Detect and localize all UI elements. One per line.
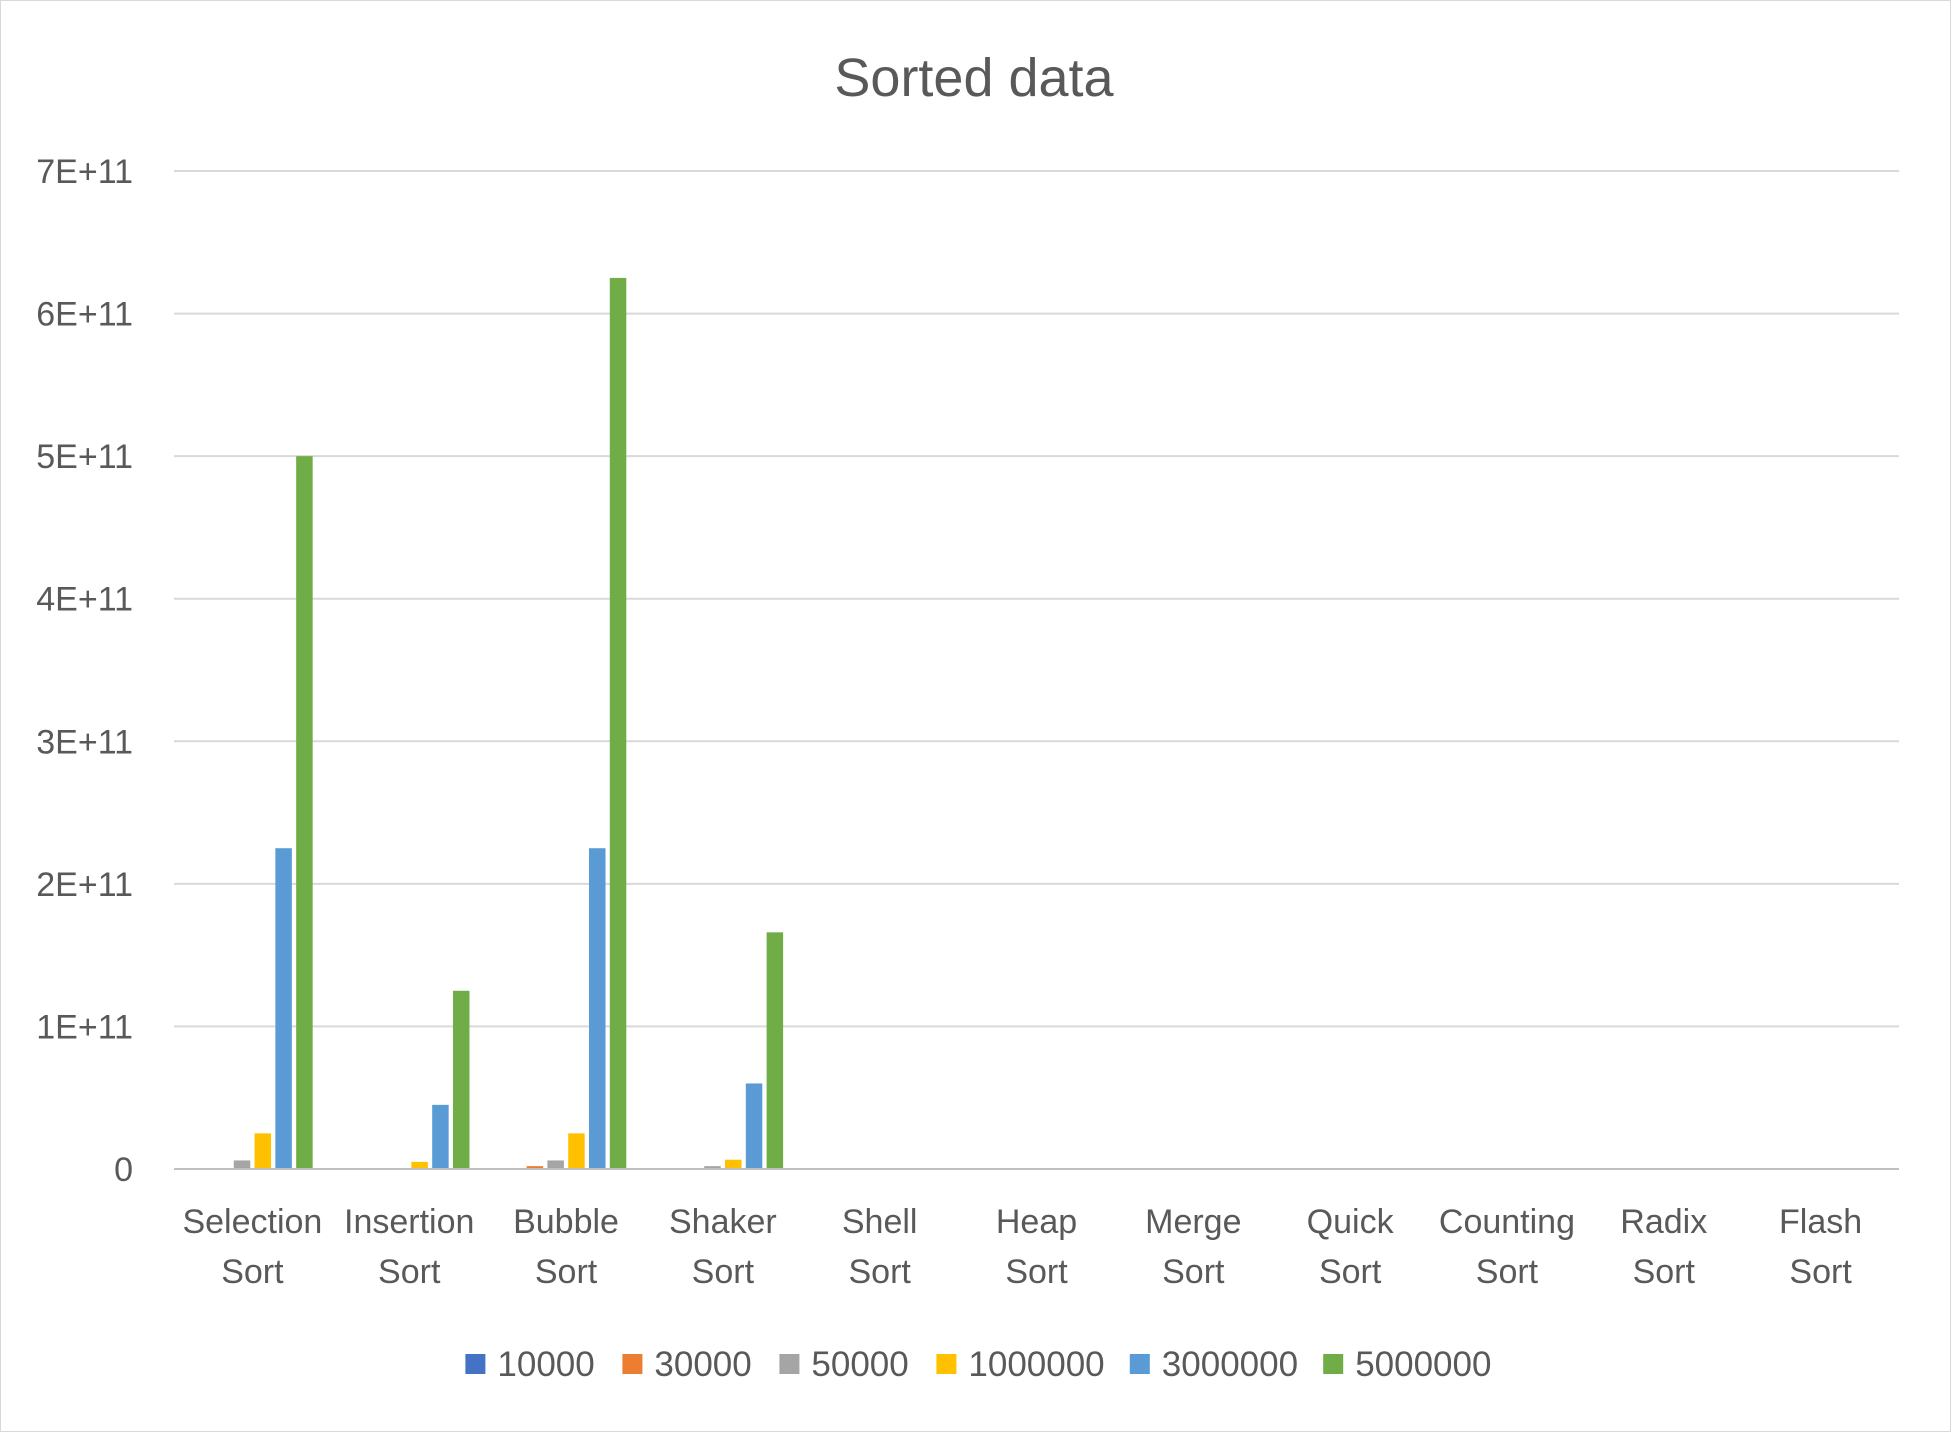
- x-category-label: Shell Sort: [842, 1203, 918, 1291]
- legend-item-30000: 30000: [622, 1345, 752, 1384]
- bar-5000000: [296, 456, 313, 1170]
- legend: 10000 30000 50000 1000000 3000000 5000000: [465, 1345, 1491, 1384]
- gridlines: [174, 170, 1899, 1028]
- bar-3000000: [275, 848, 292, 1169]
- bar-50000: [704, 1166, 721, 1169]
- legend-label: 10000: [497, 1345, 594, 1384]
- legend-item-50000: 50000: [779, 1345, 909, 1384]
- bar-5000000: [452, 990, 470, 1169]
- bars: [192, 277, 784, 1170]
- y-tick-label: 2E+11: [36, 866, 133, 904]
- x-category-label: Counting Sort: [1439, 1203, 1575, 1291]
- y-tick-label: 6E+11: [36, 296, 133, 334]
- bar-1000000: [411, 1161, 428, 1169]
- legend-label: 3000000: [1162, 1345, 1298, 1384]
- y-tick-label: 5E+11: [36, 438, 133, 476]
- legend-item-10000: 10000: [465, 1345, 595, 1384]
- x-category-label: Heap Sort: [996, 1203, 1077, 1291]
- bar-5000000: [766, 932, 784, 1169]
- bar-30000: [526, 1166, 544, 1169]
- legend-swatch: [465, 1354, 486, 1374]
- y-tick-label: 3E+11: [36, 723, 133, 761]
- legend-swatch: [622, 1354, 643, 1374]
- y-tick-label: 0: [114, 1151, 133, 1189]
- legend-label: 30000: [654, 1345, 751, 1384]
- legend-label: 50000: [811, 1345, 908, 1384]
- legend-item-3000000: 3000000: [1129, 1345, 1298, 1384]
- x-category-label: Quick Sort: [1307, 1203, 1395, 1291]
- x-category-label: Flash Sort: [1779, 1203, 1862, 1291]
- legend-label: 5000000: [1355, 1345, 1491, 1384]
- legend-item-5000000: 5000000: [1323, 1345, 1491, 1384]
- x-category-label: Shaker Sort: [669, 1203, 777, 1291]
- bar-50000: [547, 1160, 564, 1169]
- legend-swatch: [936, 1354, 957, 1374]
- bar-3000000: [432, 1104, 449, 1169]
- y-tick-label: 4E+11: [36, 581, 133, 619]
- y-tick-label: 1E+11: [36, 1008, 133, 1046]
- y-axis-tick-labels: 0 1E+11 2E+11 3E+11 4E+11 5E+11 6E+11 7E+11: [36, 153, 133, 1189]
- x-category-label: Bubble Sort: [513, 1203, 619, 1291]
- x-category-label: Radix Sort: [1620, 1203, 1707, 1291]
- x-category-label: Insertion Sort: [344, 1203, 474, 1291]
- bar-1000000: [725, 1159, 742, 1169]
- bar-3000000: [745, 1083, 763, 1169]
- bar-5000000: [609, 277, 627, 1169]
- bar-50000: [233, 1160, 251, 1169]
- y-tick-label: 7E+11: [36, 153, 133, 191]
- bar-1000000: [254, 1133, 272, 1169]
- legend-label: 1000000: [968, 1345, 1104, 1384]
- bar-1000000: [568, 1133, 585, 1169]
- legend-swatch: [779, 1354, 800, 1374]
- legend-swatch: [1129, 1354, 1150, 1374]
- x-category-label: Selection Sort: [182, 1203, 322, 1291]
- legend-swatch: [1323, 1354, 1344, 1374]
- legend-item-1000000: 1000000: [936, 1345, 1105, 1384]
- x-category-label: Merge Sort: [1145, 1203, 1241, 1291]
- chart-title: Sorted data: [834, 48, 1114, 108]
- bar-3000000: [588, 848, 606, 1169]
